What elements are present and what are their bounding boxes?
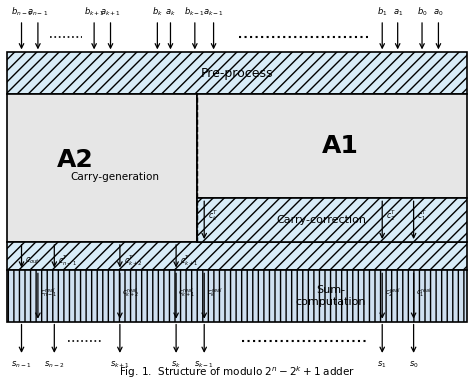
Text: A1: A1 — [322, 134, 358, 158]
Bar — [8, 52, 466, 94]
Text: $b_{k+1}$: $b_{k+1}$ — [83, 6, 105, 18]
Text: $c_{n-1}^T$: $c_{n-1}^T$ — [58, 253, 77, 268]
Text: $c_{k+2}^{real}$: $c_{k+2}^{real}$ — [122, 287, 139, 300]
Bar — [8, 242, 466, 271]
Text: $c_k^{real}$: $c_k^{real}$ — [207, 287, 222, 300]
Text: $b_k$: $b_k$ — [152, 6, 163, 18]
Text: Pre-process: Pre-process — [201, 67, 273, 80]
Text: $s_k$: $s_k$ — [171, 360, 181, 370]
Text: $a_k$: $a_k$ — [165, 8, 176, 18]
Text: $a_{n-1}$: $a_{n-1}$ — [27, 8, 48, 18]
Text: $c_2^{real}$: $c_2^{real}$ — [384, 287, 400, 300]
Text: Sum-
computation: Sum- computation — [295, 285, 366, 307]
Text: $c_1^T$: $c_1^T$ — [417, 208, 428, 223]
Text: $s_{n-1}$: $s_{n-1}$ — [11, 360, 32, 370]
Text: $b_1$: $b_1$ — [377, 6, 387, 18]
Text: $a_{k+1}$: $a_{k+1}$ — [100, 8, 121, 18]
Text: A2: A2 — [57, 148, 94, 172]
Text: $b_{k-1}$: $b_{k-1}$ — [184, 6, 205, 18]
Text: Fig. 1.  Structure of modulo $2^n - 2^k + 1$ adder: Fig. 1. Structure of modulo $2^n - 2^k +… — [119, 365, 355, 380]
Text: $c_{k+2}^T$: $c_{k+2}^T$ — [124, 253, 142, 268]
Text: $b_{n-1}$: $b_{n-1}$ — [11, 6, 32, 18]
Text: $a_1$: $a_1$ — [392, 8, 403, 18]
Bar — [197, 198, 466, 242]
Text: $c_k^T$: $c_k^T$ — [208, 208, 218, 223]
Text: $a_0$: $a_0$ — [433, 8, 444, 18]
Text: $s_{n-2}$: $s_{n-2}$ — [44, 360, 64, 370]
Text: $s_{k+1}$: $s_{k+1}$ — [110, 360, 130, 370]
Text: $c_{out}$: $c_{out}$ — [25, 255, 40, 266]
Text: $c_{k+1}^{real}$: $c_{k+1}^{real}$ — [178, 287, 196, 300]
Text: $c_{n-1}^{real}$: $c_{n-1}^{real}$ — [40, 287, 58, 300]
Text: $s_0$: $s_0$ — [409, 360, 419, 370]
Text: $c_{k+1}^T$: $c_{k+1}^T$ — [180, 253, 199, 268]
Text: $s_1$: $s_1$ — [377, 360, 387, 370]
Text: Carry-correction: Carry-correction — [276, 215, 366, 225]
Text: Carry-generation: Carry-generation — [71, 173, 160, 182]
Bar — [8, 94, 197, 242]
Bar — [8, 271, 466, 322]
Text: $c_2^T$: $c_2^T$ — [386, 208, 396, 223]
Text: $s_{k-1}$: $s_{k-1}$ — [194, 360, 214, 370]
Text: $a_{k-1}$: $a_{k-1}$ — [203, 8, 224, 18]
Text: $b_0$: $b_0$ — [417, 6, 428, 18]
Bar — [197, 94, 466, 198]
Text: $c_1^{real}$: $c_1^{real}$ — [416, 287, 431, 300]
